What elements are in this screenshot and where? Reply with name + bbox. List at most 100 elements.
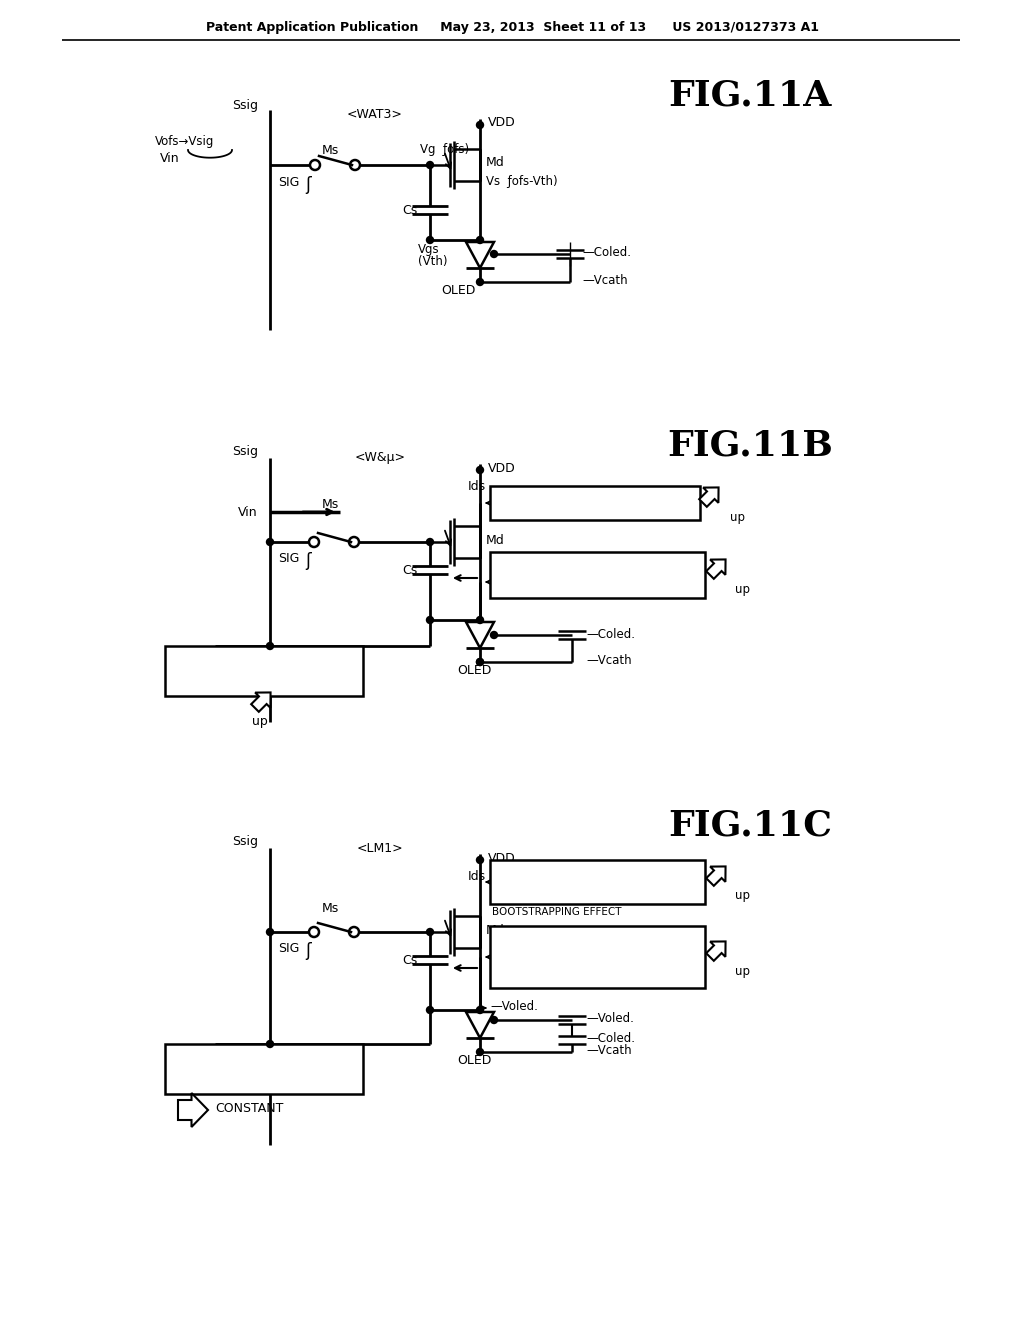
Circle shape [266,539,273,545]
Polygon shape [699,487,719,507]
Text: Vg  ƒofs→"Vofs+Vin"): Vg ƒofs→"Vofs+Vin") [495,495,611,506]
Text: FIG.11A: FIG.11A [669,78,831,112]
Circle shape [490,251,498,257]
Text: <WAT3>: <WAT3> [347,108,402,121]
Text: Ids: Ids [468,870,486,883]
Text: ƒth→" (1-g) Vin+Vth-ΔV"): ƒth→" (1-g) Vin+Vth-ΔV") [170,671,299,681]
Polygon shape [707,560,726,578]
Text: Cs: Cs [402,953,417,966]
Polygon shape [178,1093,208,1127]
Text: <W&μ>: <W&μ> [354,451,406,465]
Text: Ms: Ms [322,902,339,915]
Text: Md: Md [486,157,505,169]
Polygon shape [707,866,726,886]
Circle shape [490,1016,498,1023]
Circle shape [476,616,483,623]
Text: Ssig: Ssig [232,836,258,849]
Text: FIG.11C: FIG.11C [668,808,831,842]
Circle shape [427,161,433,169]
Text: Vs  “Vofs-Vth+g*Vin+ΔV": Vs “Vofs-Vth+g*Vin+ΔV" [495,935,637,944]
Text: Vgs: Vgs [175,1052,198,1064]
Text: Vg  ƒofs): Vg ƒofs) [420,144,469,157]
Circle shape [476,466,483,474]
Text: up: up [735,965,750,978]
Text: CONSTANT: CONSTANT [215,1102,284,1115]
Text: FIG.11B: FIG.11B [667,428,833,462]
Circle shape [427,539,433,545]
Text: Vg  “Vofs+Vin": Vg “Vofs+Vin" [495,869,579,878]
Text: Vgs: Vgs [175,653,198,667]
Text: —Coled.: —Coled. [582,247,631,260]
Text: →"Vofs-Vth+g*Vin+ΔV+: →"Vofs-Vth+g*Vin+ΔV+ [495,950,629,961]
Text: OLED: OLED [457,1053,492,1067]
Text: Vin: Vin [160,152,179,165]
Text: Vofs→Vsig: Vofs→Vsig [155,136,214,149]
Text: Vgs: Vgs [418,243,439,256]
Text: —Voled.: —Voled. [586,1012,634,1026]
Text: ʃ: ʃ [305,176,310,194]
Text: VDD: VDD [488,116,516,129]
Text: SIG: SIG [278,176,299,189]
Text: ʃ: ʃ [305,552,310,570]
Text: ƒth→" (1-g) Vin+Vth-ΔV"): ƒth→" (1-g) Vin+Vth-ΔV") [170,1069,299,1078]
Text: Patent Application Publication     May 23, 2013  Sheet 11 of 13      US 2013/012: Patent Application Publication May 23, 2… [206,21,818,33]
Text: ΔVoled."): ΔVoled.") [495,968,547,977]
Circle shape [266,643,273,649]
Bar [490,927,705,987]
Text: —Vcath: —Vcath [586,655,632,668]
Text: SIG: SIG [278,941,299,954]
Text: —Vcath: —Vcath [586,1044,632,1057]
Circle shape [476,1048,483,1056]
Bar [165,645,362,696]
Text: —Voled.: —Voled. [490,1001,538,1014]
Bar [490,552,705,598]
Circle shape [427,616,433,623]
Text: up: up [730,511,745,524]
Text: ʃ: ʃ [305,942,310,960]
Bar [490,861,705,904]
Text: —Coled.: —Coled. [586,1032,635,1045]
Text: up: up [735,890,750,903]
Polygon shape [466,622,494,648]
Bar [490,486,700,520]
Bar [165,1044,362,1094]
Text: (Vth): (Vth) [418,256,447,268]
Text: —Coled.: —Coled. [586,627,635,640]
Text: SIG: SIG [278,552,299,565]
Text: Cs: Cs [402,564,417,577]
Circle shape [476,279,483,285]
Text: up: up [735,583,750,597]
Text: Md: Md [486,533,505,546]
Text: →"Vofs-Vth+g*Vin+ΔV"): →"Vofs-Vth+g*Vin+ΔV") [495,576,630,586]
Text: Ssig: Ssig [232,99,258,111]
Circle shape [266,928,273,936]
Text: VDD: VDD [488,462,516,474]
Text: Ms: Ms [322,499,339,511]
Text: Md: Md [486,924,505,936]
Circle shape [427,928,433,936]
Text: BOOTSTRAPPING EFFECT: BOOTSTRAPPING EFFECT [492,907,622,917]
Text: VDD: VDD [488,851,516,865]
Polygon shape [466,242,494,268]
Text: OLED: OLED [440,284,475,297]
Text: OLED: OLED [457,664,492,676]
Circle shape [476,236,483,243]
Text: Vin: Vin [238,506,258,519]
Circle shape [476,121,483,128]
Polygon shape [251,693,270,711]
Text: Cs: Cs [402,203,417,216]
Circle shape [476,1006,483,1014]
Polygon shape [707,941,726,961]
Text: up: up [252,715,268,729]
Polygon shape [466,1012,494,1038]
Text: Ms: Ms [322,144,339,157]
Text: →"Vofs+Vin+ΔVoled."): →"Vofs+Vin+ΔVoled.") [495,884,621,894]
Circle shape [476,659,483,665]
Text: Vs  ƒofs-Vth): Vs ƒofs-Vth) [486,174,558,187]
Circle shape [427,236,433,243]
Text: <LM1>: <LM1> [356,842,403,854]
Circle shape [490,631,498,639]
Circle shape [476,659,483,665]
Text: —Vcath: —Vcath [582,275,628,288]
Text: Vs  “Vofs-Vth": Vs “Vofs-Vth" [495,560,572,570]
